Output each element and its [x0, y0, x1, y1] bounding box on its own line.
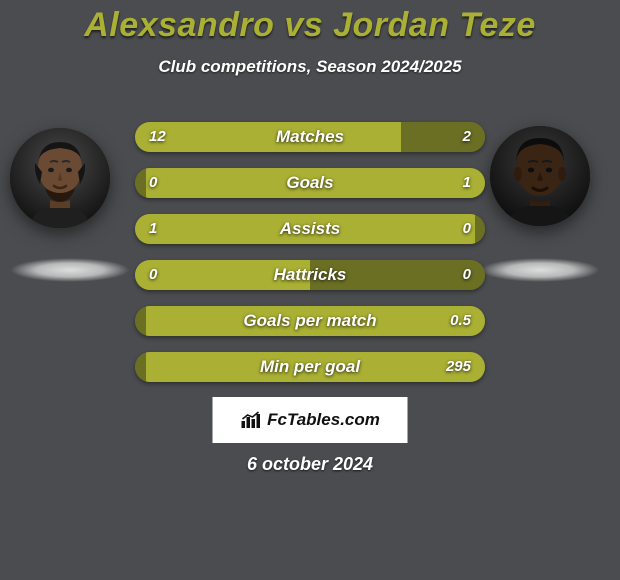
stat-value-left: 12: [149, 122, 166, 152]
stat-row: 295Min per goal: [135, 352, 485, 382]
watermark: FcTables.com: [213, 397, 408, 443]
title-player2: Jordan Teze: [333, 6, 536, 44]
avatar-shadow-left: [10, 258, 130, 282]
stat-left-fill: [135, 168, 146, 198]
stat-right-fill: [475, 214, 486, 244]
title-player1: Alexsandro: [84, 6, 274, 44]
stat-value-right: 295: [446, 352, 471, 382]
watermark-text: FcTables.com: [267, 410, 380, 430]
stat-value-left: 0: [149, 168, 157, 198]
stat-row: 00Hattricks: [135, 260, 485, 290]
stat-value-right: 0: [463, 260, 471, 290]
stat-value-left: 0: [149, 260, 157, 290]
avatar-shadow-right: [480, 258, 600, 282]
stat-row: 10Assists: [135, 214, 485, 244]
stat-left-fill: [135, 122, 401, 152]
avatar-player1: [10, 128, 110, 228]
title-vs: vs: [274, 6, 333, 44]
stat-row: 122Matches: [135, 122, 485, 152]
stat-value-right: 1: [463, 168, 471, 198]
page-title: Alexsandro vs Jordan Teze: [0, 0, 620, 45]
stat-right-fill: [146, 168, 486, 198]
chart-icon: [240, 411, 262, 429]
stat-bars: 122Matches01Goals10Assists00Hattricks0.5…: [135, 122, 485, 398]
stat-left-fill: [135, 306, 146, 336]
stat-right-fill: [310, 260, 485, 290]
stat-left-fill: [135, 260, 310, 290]
comparison-card: Alexsandro vs Jordan Teze Club competiti…: [0, 0, 620, 580]
avatar-player2: [490, 126, 590, 226]
stat-row: 01Goals: [135, 168, 485, 198]
stat-row: 0.5Goals per match: [135, 306, 485, 336]
stat-right-fill: [146, 306, 486, 336]
stat-value-left: 1: [149, 214, 157, 244]
stat-right-fill: [401, 122, 485, 152]
stat-value-right: 2: [463, 122, 471, 152]
stat-right-fill: [146, 352, 486, 382]
stat-left-fill: [135, 352, 146, 382]
stat-value-right: 0: [463, 214, 471, 244]
stat-value-right: 0.5: [450, 306, 471, 336]
stat-left-fill: [135, 214, 475, 244]
date-label: 6 october 2024: [0, 454, 620, 475]
subtitle: Club competitions, Season 2024/2025: [0, 57, 620, 77]
